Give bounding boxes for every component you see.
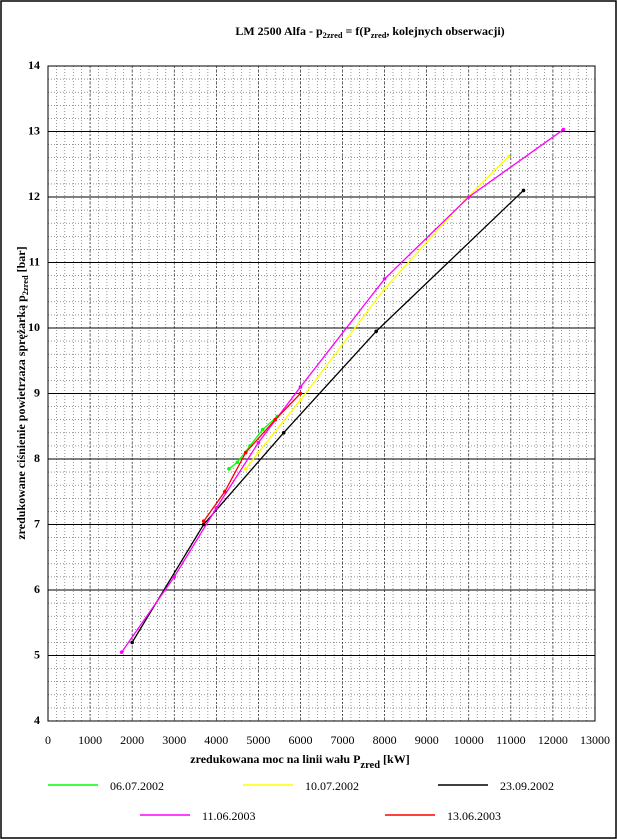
x-tick-label: 3000 — [162, 733, 186, 747]
series-line — [245, 155, 510, 470]
data-point — [273, 417, 278, 422]
data-point — [281, 431, 286, 435]
y-tick-label: 10 — [28, 320, 40, 334]
text-part: LM 2500 Alfa - p — [235, 24, 323, 38]
x-tick-label: 2000 — [120, 733, 144, 747]
x-tick-label: 5000 — [246, 733, 270, 747]
data-point — [256, 440, 261, 445]
y-tick-label: 12 — [28, 189, 40, 203]
x-label: zredukowana moc na linii wału Pzred [kW] — [190, 752, 409, 771]
text-part: [bar] — [14, 246, 28, 275]
data-point — [506, 154, 511, 159]
y-tick-label: 4 — [34, 713, 40, 727]
text-part: , kolejnych obserwacji) — [386, 24, 504, 38]
y-tick-label: 11 — [29, 254, 40, 268]
data-point — [201, 519, 206, 524]
data-point — [374, 329, 379, 334]
y-tick-label: 7 — [34, 516, 40, 530]
data-point — [466, 195, 471, 199]
y-label: zredukowane ciśnienie powietrzaza spręża… — [14, 246, 31, 539]
plot-border — [47, 65, 596, 722]
y-tick-label: 14 — [28, 58, 40, 72]
data-point — [260, 427, 265, 432]
x-tick-label: 1000 — [78, 733, 102, 747]
data-point — [298, 391, 303, 396]
data-point — [561, 127, 566, 132]
y-tick-label: 9 — [34, 385, 40, 399]
legend-label: 13.06.2003 — [447, 809, 501, 823]
data-point — [227, 467, 231, 471]
data-point — [521, 188, 526, 193]
y-tick-label: 13 — [28, 123, 40, 137]
data-point — [201, 522, 206, 527]
text-part: = f(P — [343, 24, 371, 38]
legend-label: 06.07.2002 — [110, 779, 164, 793]
x-tick-label: 9000 — [415, 733, 439, 747]
data-point — [298, 398, 303, 402]
x-tick-label: 12000 — [538, 733, 568, 747]
legend-label: 11.06.2003 — [202, 809, 256, 823]
title: LM 2500 Alfa - p2zred = f(Pzred, kolejny… — [235, 24, 504, 41]
data-point — [214, 506, 219, 510]
subscript: 2zred — [21, 275, 30, 295]
x-tick-label: 13000 — [580, 733, 610, 747]
x-tick-label: 4000 — [204, 733, 228, 747]
y-tick-label: 8 — [34, 451, 40, 465]
x-tick-label: 11000 — [496, 733, 526, 747]
x-tick-label: 7000 — [331, 733, 355, 747]
data-point — [382, 277, 387, 281]
text-part: zredukowane ciśnienie powietrzaza spręża… — [14, 295, 28, 540]
data-point — [235, 460, 240, 465]
subscript: zred — [371, 31, 387, 40]
text-part: [kW] — [380, 752, 410, 766]
x-tick-label: 6000 — [288, 733, 312, 747]
data-point — [243, 450, 248, 455]
subscript: zred — [360, 760, 380, 771]
x-tick-label: 8000 — [373, 733, 397, 747]
legend-label: 10.07.2002 — [305, 779, 359, 793]
y-tick-label: 6 — [34, 582, 40, 596]
x-tick-label: 0 — [45, 733, 51, 747]
data-point — [130, 640, 134, 645]
text-part: zredukowana moc na linii wału P — [190, 752, 360, 766]
data-point — [222, 489, 227, 494]
data-point — [256, 450, 261, 455]
data-point — [382, 286, 387, 291]
y-tick-label: 5 — [34, 647, 40, 661]
data-point — [172, 575, 177, 579]
data-point — [298, 385, 303, 389]
data-point — [243, 467, 248, 471]
data-point — [119, 650, 124, 655]
legend-label: 23.09.2002 — [500, 779, 554, 793]
subscript: 2zred — [323, 31, 343, 40]
x-tick-label: 10000 — [454, 733, 484, 747]
